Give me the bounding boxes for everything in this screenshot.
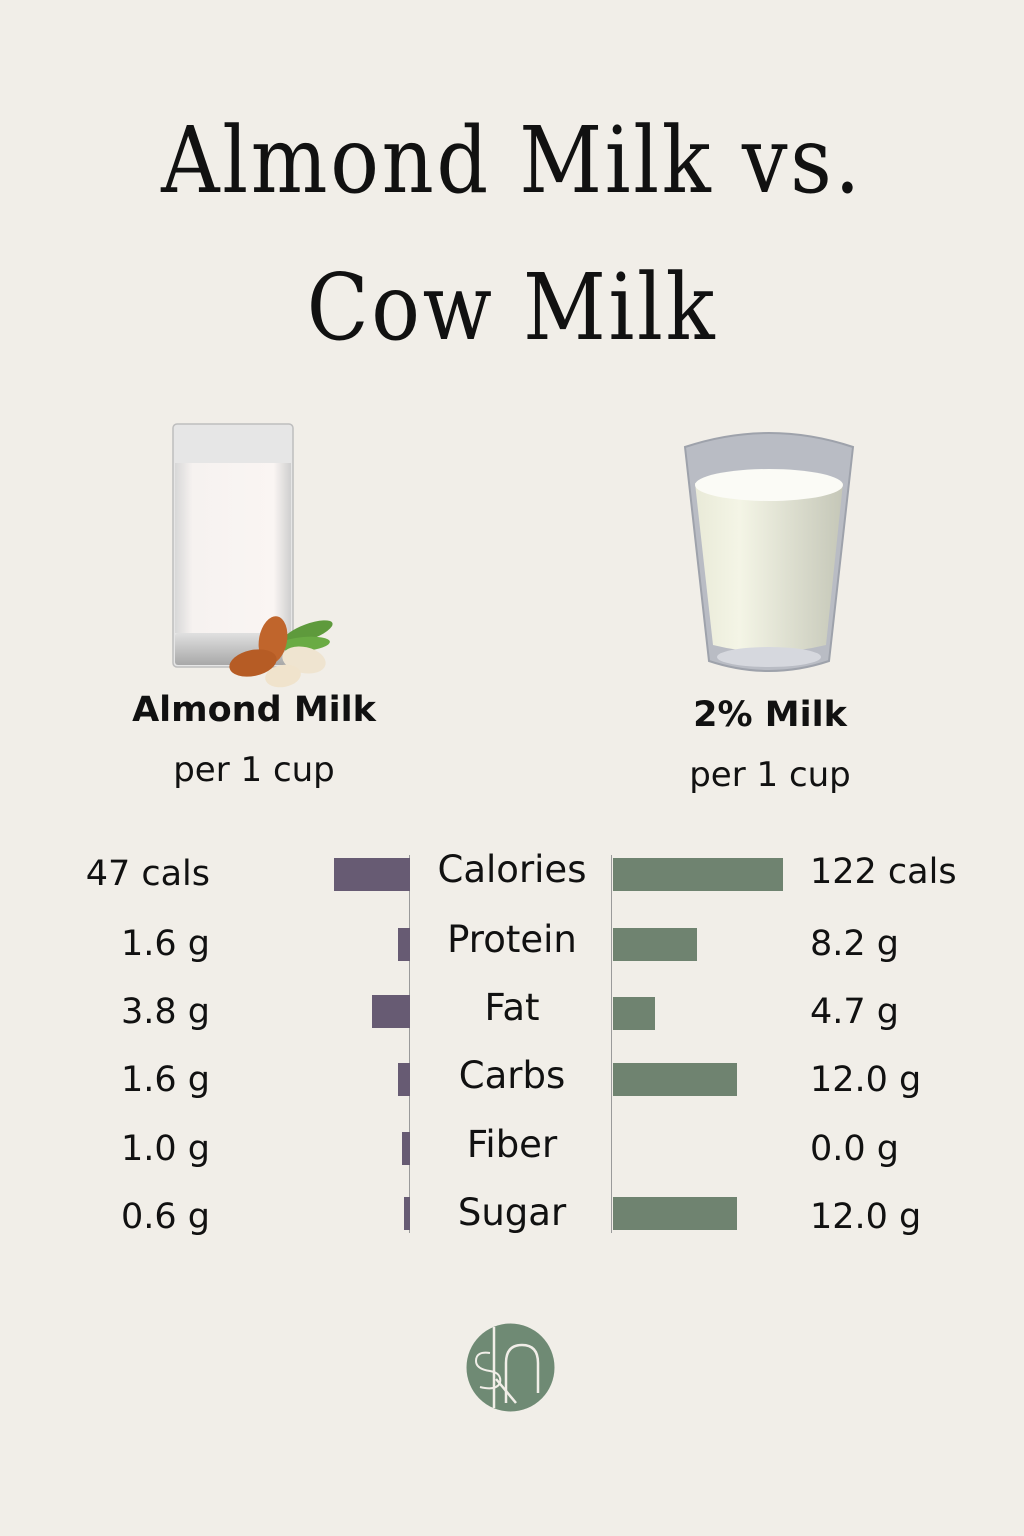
cow-value: 12.0 g [810,1060,922,1100]
almond-bar [402,1132,410,1165]
brand-logo-icon [466,1323,555,1412]
chart-row-fiber: 1.0 g Fiber 0.0 g [0,1123,1024,1169]
almond-bar [398,928,410,961]
category-label: Fiber [466,1123,558,1166]
cow-value: 8.2 g [810,924,900,964]
chart-row-fat: 3.8 g Fat 4.7 g [0,986,1024,1032]
almond-bar [334,858,410,891]
category-label: Sugar [457,1191,567,1234]
category-label: Calories [437,848,587,891]
almond-value: 1.0 g [120,1129,210,1169]
page-title-line1: Almond Milk vs. [161,107,863,214]
page-title-line2: Cow Milk [306,254,718,361]
cow-bar [613,858,783,891]
almond-value: 1.6 g [120,924,210,964]
chart-row-protein: 1.6 g Protein 8.2 g [0,918,1024,964]
almond-bar [372,995,410,1028]
left-axis-line [409,855,410,1233]
cow-bar [613,1197,737,1230]
almond-milk-glass-icon [172,423,294,668]
cow-milk-glass-icon [683,432,855,672]
category-label: Fat [484,986,540,1029]
cow-bar [613,928,697,961]
almond-value: 0.6 g [120,1197,210,1237]
cow-bar [613,997,655,1030]
cow-bar [613,1063,737,1096]
cow-milk-label: 2% Milk [693,695,847,735]
cow-value: 0.0 g [810,1129,900,1169]
cow-value: 4.7 g [810,992,900,1032]
almond-milk-label: Almond Milk [132,690,376,730]
category-label: Carbs [458,1054,566,1097]
cow-value: 12.0 g [810,1197,922,1237]
cow-value: 122 cals [810,852,957,892]
almond-milk-serving: per 1 cup [173,750,335,790]
almond-value: 3.8 g [120,992,210,1032]
almond-bar [404,1197,410,1230]
chart-row-carbs: 1.6 g Carbs 12.0 g [0,1054,1024,1100]
cow-milk-serving: per 1 cup [689,755,851,795]
chart-row-calories: 47 cals Calories 122 cals [0,848,1024,894]
category-label: Protein [447,918,577,961]
almond-value: 1.6 g [120,1060,210,1100]
right-axis-line [611,855,612,1233]
almond-bar [398,1063,410,1096]
almond-value: 47 cals [85,854,210,894]
chart-row-sugar: 0.6 g Sugar 12.0 g [0,1191,1024,1237]
almonds-icon [229,616,333,688]
